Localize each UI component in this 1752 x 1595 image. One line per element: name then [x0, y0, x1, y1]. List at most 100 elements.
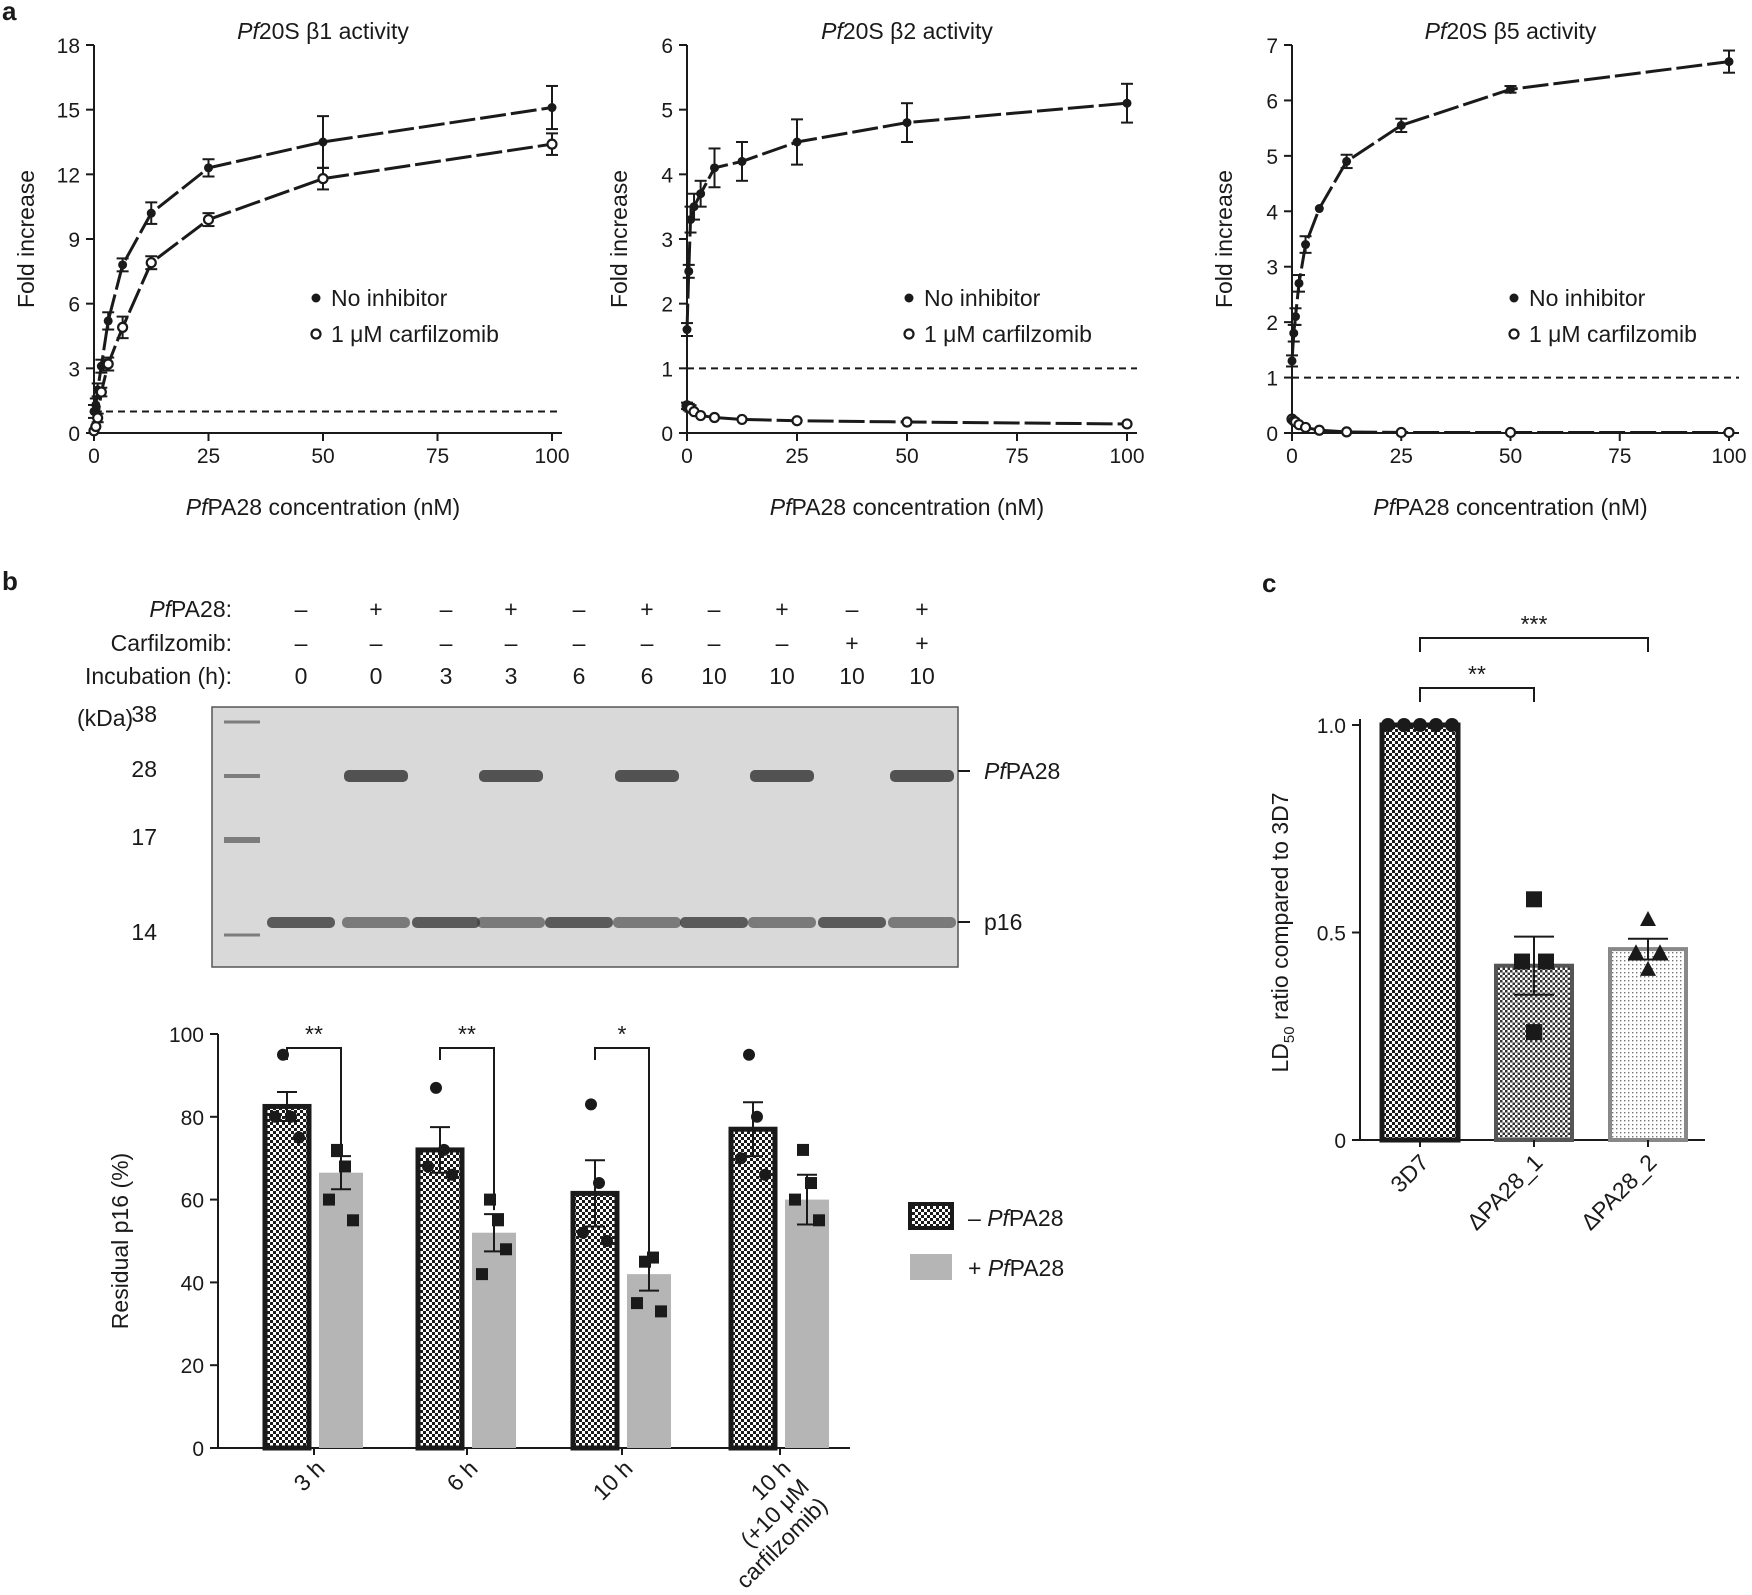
p16-band — [412, 917, 480, 928]
data-point — [577, 1226, 589, 1239]
data-point — [689, 202, 699, 212]
data-point — [647, 1251, 659, 1264]
significance-bracket — [1419, 637, 1649, 652]
p16-band — [477, 917, 545, 928]
gel-lane-incubation: 6 — [573, 663, 586, 689]
data-point — [792, 137, 802, 147]
mw-marker-label: 38 — [131, 701, 157, 727]
gel-row-label: Incubation (h): — [85, 663, 232, 689]
series-line-0 — [1290, 60, 1730, 362]
x-axis-label-rest: PA28 concentration (nM) — [792, 494, 1045, 520]
chart-title-rest: 20S β1 activity — [259, 18, 410, 44]
data-point — [682, 325, 692, 335]
data-point — [1342, 156, 1352, 166]
y-tick-label: 1 — [661, 358, 673, 381]
gel-lane-carfilzomib: + — [845, 630, 858, 656]
y-tick-label: 3 — [68, 358, 80, 381]
x-tick-line: 3 h — [289, 1455, 330, 1496]
x-axis-label-rest: PA28 concentration (nM) — [208, 494, 461, 520]
gel-lane-incubation: 10 — [839, 663, 865, 689]
y-axis-label: LD50 ratio compared to 3D7 — [1267, 792, 1298, 1072]
bar — [472, 1232, 516, 1448]
x-tick-label: 25 — [197, 445, 220, 468]
gel-lane-pa28: – — [708, 596, 721, 622]
data-point — [1381, 718, 1395, 732]
chart-title-italic: Pf — [237, 18, 261, 44]
data-point — [1723, 426, 1735, 439]
x-axis-label: PfPA28 concentration (nM) — [186, 494, 460, 520]
x-tick-line: 10 h — [587, 1455, 637, 1505]
data-point — [759, 1168, 771, 1181]
data-point — [1652, 944, 1668, 960]
y-axis-label: Fold increase — [13, 170, 39, 308]
gel-lane-pa28: – — [440, 596, 453, 622]
gel-row-label: Carfilzomib: — [111, 630, 232, 656]
x-tick-line: 6 h — [442, 1455, 483, 1496]
significance-bracket — [1419, 687, 1535, 702]
data-point — [1526, 891, 1542, 908]
gel-lane-carfilzomib: – — [641, 630, 654, 656]
legend-marker-filled — [1509, 293, 1519, 303]
gel-lane-carfilzomib: – — [295, 630, 308, 656]
gel-row-label: PfPA28: — [149, 596, 232, 622]
data-point — [103, 316, 113, 326]
data-point — [102, 358, 114, 370]
data-point — [1290, 312, 1300, 322]
ladder-band — [224, 720, 260, 724]
y-tick-label: 0 — [192, 1438, 204, 1461]
data-point — [492, 1214, 504, 1227]
legend-label: No inhibitor — [1529, 285, 1646, 311]
gel-lane-carfilzomib: – — [440, 630, 453, 656]
legend-label-part: + — [968, 1255, 988, 1281]
gel-lane-incubation: 10 — [769, 663, 795, 689]
x-tick-label: 50 — [1499, 445, 1522, 468]
gel-lane-pa28: + — [915, 596, 928, 622]
data-point — [1413, 718, 1427, 732]
p16-band — [818, 917, 886, 928]
bar — [785, 1199, 829, 1448]
data-point — [145, 257, 157, 269]
gel-lane-pa28: – — [846, 596, 859, 622]
data-point — [92, 412, 104, 424]
data-point — [901, 416, 913, 428]
gel-lane-incubation: 10 — [909, 663, 935, 689]
x-axis-label: PfPA28 concentration (nM) — [1373, 494, 1647, 520]
legend-label: – PfPA28 — [968, 1205, 1063, 1231]
legend-label: No inhibitor — [924, 285, 1041, 311]
data-point — [422, 1160, 434, 1173]
ladder-band — [224, 774, 260, 778]
pa28-band — [344, 770, 408, 782]
y-tick-label: 0 — [661, 423, 673, 446]
data-point — [655, 1305, 667, 1318]
y-tick-label: 18 — [57, 35, 80, 58]
legend-label-part: – — [968, 1205, 987, 1231]
significance-label: ** — [1468, 661, 1486, 687]
y-tick-label: 9 — [68, 229, 80, 252]
kda-label: (kDa) — [77, 705, 133, 731]
y-tick-label: 40 — [181, 1272, 204, 1295]
y-tick-label: 12 — [57, 164, 80, 187]
x-tick-label: ΔPA28_2 — [1576, 1149, 1662, 1235]
ladder-band — [224, 837, 260, 843]
y-tick-label: 4 — [661, 164, 673, 187]
data-point — [1504, 426, 1517, 439]
data-point — [797, 1143, 809, 1156]
data-point — [117, 321, 129, 333]
data-point — [269, 1110, 281, 1123]
data-point — [1640, 960, 1656, 976]
y-tick-label: 6 — [1266, 90, 1278, 113]
legend-marker-open — [310, 328, 322, 340]
data-point — [631, 1297, 643, 1310]
data-point — [735, 1152, 747, 1165]
chart-residual-p16: 0 20 40 60 80 100 Residual p16 (%) 3 h 6 h 10 h 10… — [107, 1021, 1064, 1593]
data-point — [737, 156, 747, 166]
series-line-0 — [685, 101, 1128, 330]
chart-title: Pf20S β5 activity — [1425, 18, 1597, 44]
x-tick-label: 10 h — [587, 1455, 637, 1505]
data-point — [791, 415, 803, 427]
band-label-pa28: PfPA28 — [984, 758, 1060, 784]
bar — [415, 1147, 465, 1451]
data-point — [813, 1214, 825, 1227]
x-axis-label-italic: Pf — [1373, 494, 1397, 520]
legend-marker-open — [1508, 328, 1520, 340]
